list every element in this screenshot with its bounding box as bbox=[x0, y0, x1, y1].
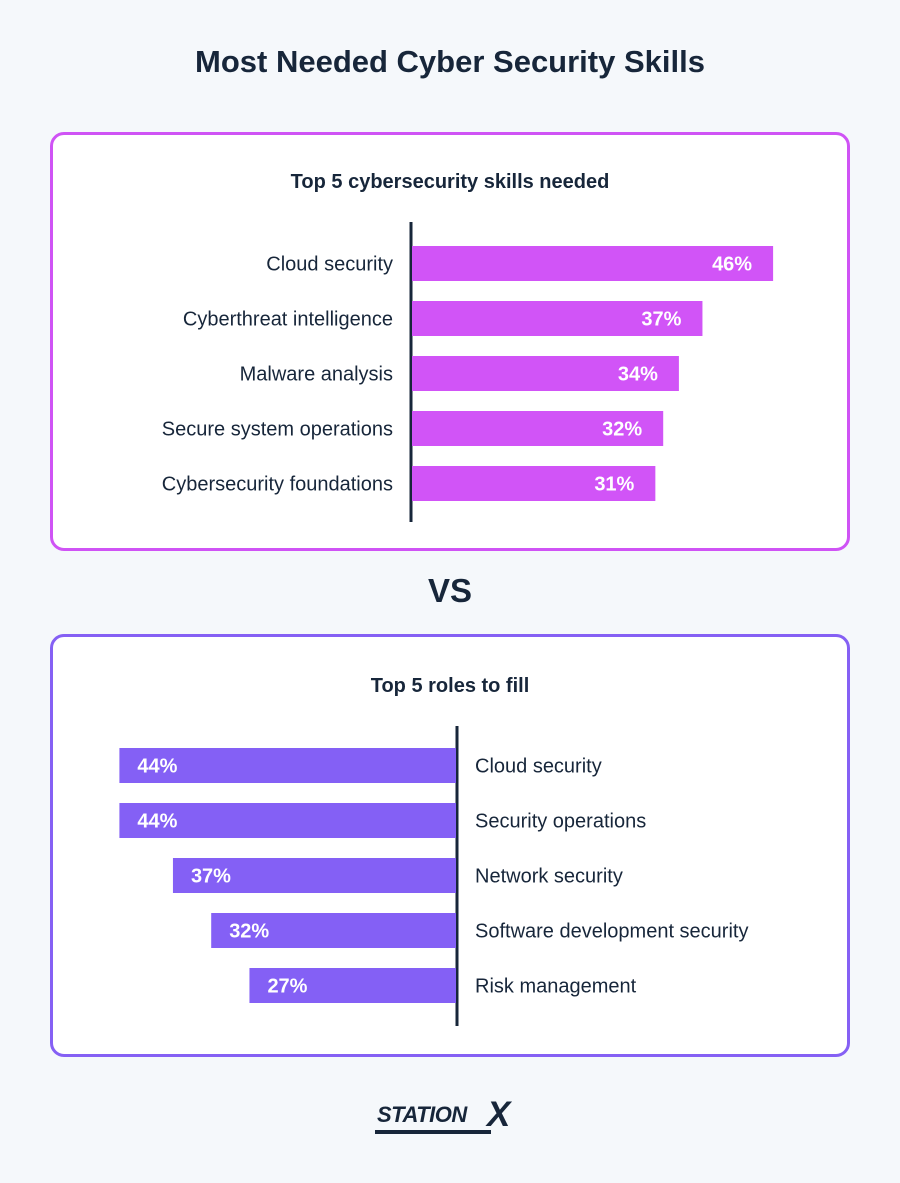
skills-category-label: Malware analysis bbox=[240, 364, 393, 386]
roles-chart-title: Top 5 roles to fill bbox=[370, 675, 530, 697]
skills-value-label: 32% bbox=[602, 419, 642, 441]
skills-chart-card: Top 5 cybersecurity skills needed 46% Clo… bbox=[50, 132, 850, 551]
roles-bar bbox=[249, 968, 456, 1003]
roles-value-label: 44% bbox=[137, 811, 177, 833]
roles-value-label: 32% bbox=[229, 921, 269, 943]
roles-value-label: 44% bbox=[137, 756, 177, 778]
skills-value-label: 46% bbox=[712, 254, 752, 276]
roles-bar bbox=[119, 748, 457, 783]
vs-label: VS bbox=[427, 572, 473, 609]
skills-bar bbox=[412, 356, 679, 391]
roles-category-label: Risk management bbox=[475, 976, 637, 998]
roles-bar-chart: 44% Cloud security 44% Security operations 3… bbox=[119, 726, 748, 1026]
skills-value-label: 31% bbox=[594, 474, 634, 496]
skills-bar bbox=[412, 466, 656, 501]
skills-category-label: Cyberthreat intelligence bbox=[183, 309, 393, 331]
skills-bar bbox=[412, 246, 774, 281]
skills-category-label: Cybersecurity foundations bbox=[162, 474, 393, 496]
roles-chart-card: Top 5 roles to fill 44% Cloud security 44%… bbox=[50, 634, 850, 1057]
skills-bar bbox=[412, 301, 703, 336]
roles-category-label: Software development security bbox=[475, 921, 748, 943]
page-title: Most Needed Cyber Security Skills bbox=[195, 44, 705, 79]
logo-x-mark: X bbox=[487, 1095, 511, 1134]
logo-underline bbox=[375, 1130, 491, 1134]
skills-bar-chart: 46% Cloud security 37% Cyberthreat intellig… bbox=[162, 222, 774, 522]
skills-chart-title: Top 5 cybersecurity skills needed bbox=[290, 171, 610, 193]
roles-value-label: 27% bbox=[267, 976, 307, 998]
skills-value-label: 37% bbox=[641, 309, 681, 331]
roles-category-label: Cloud security bbox=[475, 756, 602, 778]
roles-bar bbox=[119, 803, 457, 838]
roles-category-label: Security operations bbox=[475, 811, 646, 833]
skills-category-label: Cloud security bbox=[266, 254, 393, 276]
stationx-logo: STATION X bbox=[375, 1095, 527, 1140]
roles-value-label: 37% bbox=[191, 866, 231, 888]
logo-text: STATION bbox=[377, 1102, 467, 1127]
skills-value-label: 34% bbox=[618, 364, 658, 386]
skills-bar bbox=[412, 411, 664, 446]
roles-bar bbox=[172, 858, 456, 893]
skills-category-label: Secure system operations bbox=[162, 419, 393, 441]
roles-category-label: Network security bbox=[475, 866, 623, 888]
roles-bar bbox=[211, 913, 456, 948]
